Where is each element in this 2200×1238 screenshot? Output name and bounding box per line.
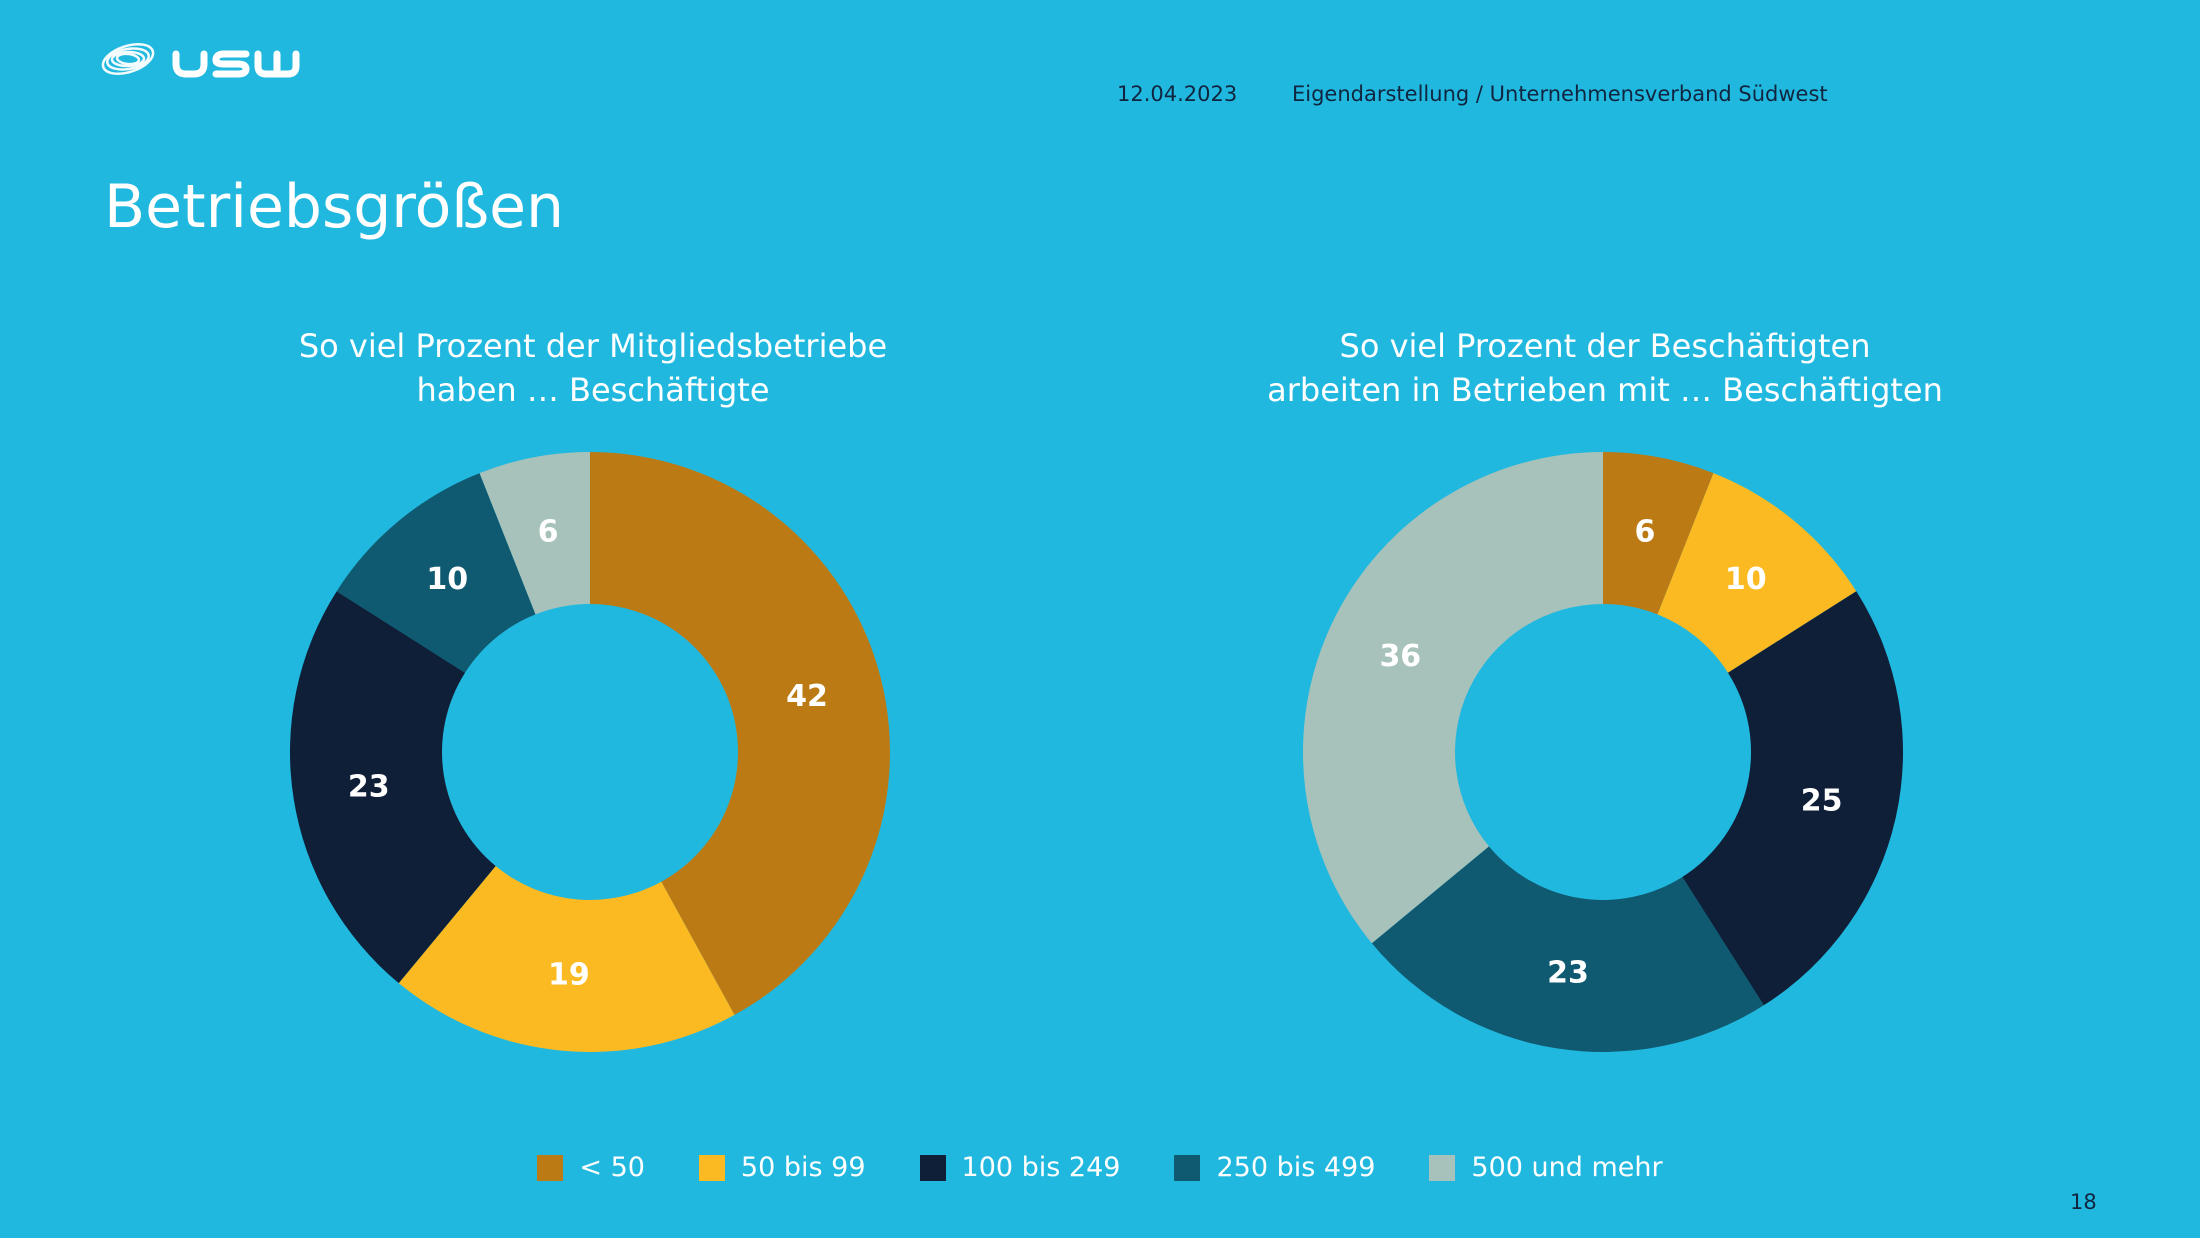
- source-text: Eigendarstellung / Unternehmensverband S…: [1292, 82, 1828, 106]
- data-label-left-4: 6: [538, 514, 559, 549]
- logo-text-usw: [172, 50, 300, 78]
- logo-swirl-icon: [101, 43, 155, 75]
- data-label-right-0: 6: [1635, 514, 1656, 549]
- donut-slice-left-0: [590, 452, 891, 1015]
- chart-title-right: So viel Prozent der Beschäftigten arbeit…: [1155, 324, 2055, 412]
- chart-title-left-line-2: haben … Beschäftigte: [416, 371, 770, 409]
- legend-swatch: [919, 1154, 946, 1181]
- data-label-right-4: 36: [1379, 639, 1421, 674]
- date-text: 12.04.2023: [1117, 82, 1238, 106]
- legend-label: 100 bis 249: [961, 1152, 1121, 1183]
- chart-title-left-line-1: So viel Prozent der Mitgliedsbetriebe: [298, 327, 888, 365]
- data-label-right-2: 25: [1801, 783, 1843, 818]
- data-label-left-1: 19: [548, 958, 590, 993]
- legend-item-250-499: 250 bis 499: [1174, 1152, 1375, 1183]
- donut-slice-right-3: [1371, 846, 1764, 1052]
- legend-item-50-99: 50 bis 99: [698, 1152, 866, 1183]
- donut-slice-right-0: [1603, 452, 1714, 615]
- chart-legend: < 50 50 bis 99 100 bis 249 250 bis 499 5…: [0, 1152, 2200, 1183]
- data-label-right-3: 23: [1547, 956, 1589, 991]
- legend-swatch: [1174, 1154, 1201, 1181]
- data-label-left-3: 10: [426, 562, 468, 597]
- chart-title-right-line-2: arbeiten in Betrieben mit … Beschäftigte…: [1267, 371, 1943, 409]
- data-label-left-2: 23: [348, 770, 390, 805]
- data-label-right-1: 10: [1725, 562, 1767, 597]
- legend-swatch: [537, 1154, 564, 1181]
- legend-item-lt-50: < 50: [537, 1152, 645, 1183]
- donut-chart-right: 6 10 25 23 36: [1302, 452, 1903, 1052]
- legend-item-100-249: 100 bis 249: [919, 1152, 1121, 1183]
- usw-logo: [101, 43, 300, 78]
- legend-label: < 50: [579, 1152, 645, 1183]
- data-label-left-0: 42: [786, 679, 828, 714]
- donut-slice-left-4: [479, 452, 590, 615]
- donut-slice-right-4: [1302, 452, 1603, 944]
- donut-chart-left: 42 19 23 10 6: [290, 452, 891, 1052]
- donut-slice-right-2: [1682, 591, 1903, 1006]
- chart-title-right-line-1: So viel Prozent der Beschäftigten: [1339, 327, 1871, 365]
- legend-item-500-plus: 500 und mehr: [1429, 1152, 1663, 1183]
- legend-swatch: [698, 1154, 725, 1181]
- donut-slice-left-3: [336, 473, 536, 673]
- page-number: 18: [2070, 1190, 2097, 1214]
- donut-slice-left-2: [290, 591, 496, 984]
- slide-title: Betriebsgrößen: [104, 172, 565, 242]
- legend-swatch: [1429, 1154, 1456, 1181]
- donut-slice-right-1: [1657, 473, 1857, 673]
- chart-title-left: So viel Prozent der Mitgliedsbetriebe ha…: [143, 324, 1043, 412]
- legend-label: 50 bis 99: [740, 1152, 866, 1183]
- legend-label: 250 bis 499: [1216, 1152, 1376, 1183]
- legend-label: 500 und mehr: [1471, 1152, 1663, 1183]
- donut-slice-left-1: [398, 866, 735, 1052]
